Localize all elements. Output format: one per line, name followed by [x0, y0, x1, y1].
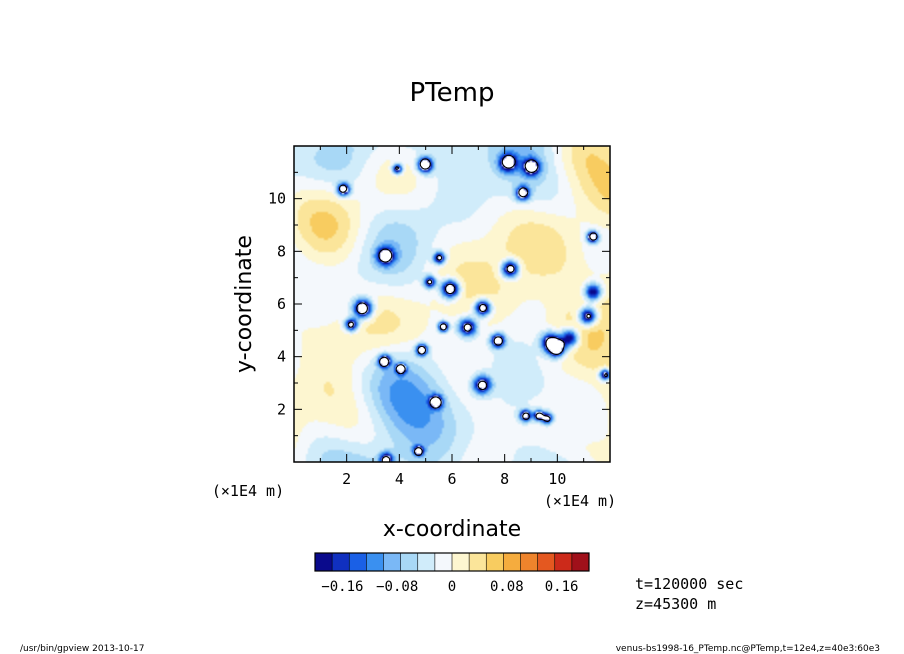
y-tick-label: 8 — [277, 242, 286, 260]
footer-left: /usr/bin/gpview 2013-10-17 — [20, 644, 144, 654]
chart-title: PTemp — [410, 78, 495, 108]
colorbar — [314, 552, 590, 572]
colorbar-swatch — [486, 553, 504, 571]
colorbar-tick-label: 0.16 — [545, 579, 579, 595]
x-axis-unit: (×1E4 m) — [544, 492, 616, 510]
y-axis-unit: (×1E4 m) — [212, 482, 284, 500]
time-annotation: t=120000 sec — [635, 575, 743, 593]
contour-path — [338, 154, 609, 462]
colorbar-swatch — [400, 553, 419, 571]
x-tick-label: 10 — [548, 470, 566, 488]
y-tick-label: 6 — [277, 295, 286, 313]
heatmap-field — [294, 146, 610, 462]
colorbar-tick-label: 0.08 — [490, 579, 524, 595]
x-axis-label: x-coordinate — [383, 517, 521, 542]
colorbar-swatch — [315, 553, 333, 571]
colorbar-swatch — [503, 553, 521, 571]
colorbar-swatch — [452, 553, 470, 571]
heatmap-image — [294, 146, 610, 462]
x-tick-label: 6 — [447, 470, 456, 488]
colorbar-swatch — [417, 553, 436, 571]
colorbar-swatch — [366, 553, 384, 571]
colorbar-swatch — [469, 553, 487, 571]
colorbar-swatch — [332, 553, 350, 571]
x-tick-label: 8 — [500, 470, 509, 488]
height-annotation: z=45300 m — [635, 595, 716, 613]
y-tick-label: 2 — [277, 400, 286, 418]
colorbar-swatch — [571, 553, 590, 571]
y-tick-label: 10 — [268, 190, 286, 208]
colorbar-swatch — [434, 553, 453, 571]
colorbar-swatch — [537, 553, 556, 571]
colorbar-ticks: −0.16 −0.08 0 0.08 0.16 — [321, 579, 578, 595]
colorbar-tick-label: −0.08 — [376, 579, 418, 595]
y-axis: 2 4 6 8 10 — [268, 171, 610, 437]
footer-right: venus-bs1998-16_PTemp.nc@PTemp,t=12e4,z=… — [616, 644, 880, 654]
y-axis-label: y-coordinate — [232, 235, 257, 373]
colorbar-frame — [314, 552, 590, 572]
colorbar-swatch — [349, 553, 367, 571]
colorbar-swatch — [383, 553, 401, 571]
x-axis: 2 4 6 8 10 — [319, 146, 585, 488]
colorbar-tick-label: 0 — [448, 579, 456, 595]
colorbar-tick-label: −0.16 — [321, 579, 363, 595]
colorbar-swatch — [554, 553, 573, 571]
y-tick-label: 4 — [277, 348, 286, 366]
x-tick-label: 2 — [342, 470, 351, 488]
x-tick-label: 4 — [395, 470, 404, 488]
contour-lines — [338, 154, 609, 462]
colorbar-swatch — [520, 553, 538, 571]
